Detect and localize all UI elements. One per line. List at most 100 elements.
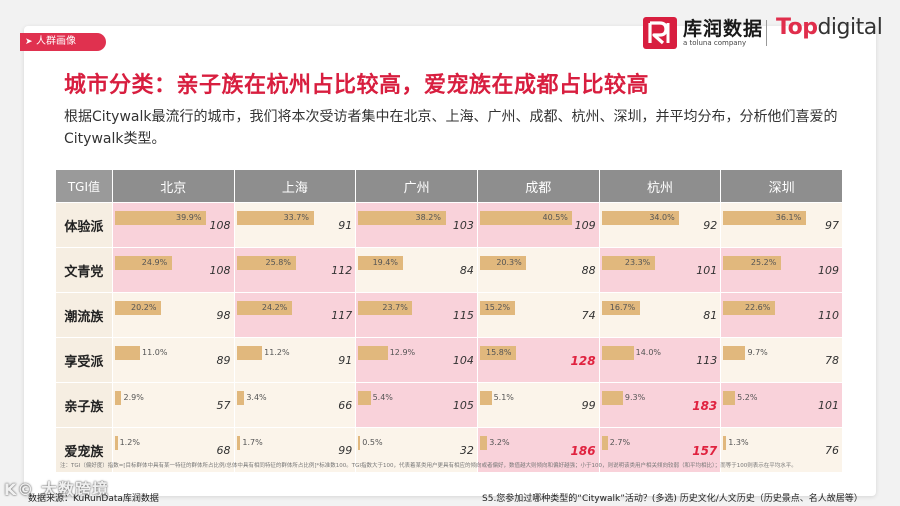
share-bar	[601, 256, 655, 270]
tgi-value: 74	[581, 309, 596, 322]
tgi-value: 101	[696, 264, 718, 277]
kurun-name: 库润数据	[683, 17, 764, 40]
share-bar	[358, 391, 371, 405]
table-cell: 12.9% 104	[356, 338, 477, 382]
table-cell: 3.4% 66	[234, 383, 356, 427]
table-cell: 11.2% 91	[234, 338, 356, 382]
share-bar	[358, 346, 388, 360]
tgi-value: 186	[570, 444, 596, 458]
table-cell: 20.3% 88	[477, 248, 599, 292]
table-cell: 0.5% 32	[356, 428, 477, 472]
table-row: 亲子族 2.9% 57 3.4% 66 5.4% 105 5.1% 99 9.3% 183 5.2% 1…	[56, 383, 842, 427]
table-cell: 2.7% 157	[599, 428, 721, 472]
share-label: 20.3%	[496, 258, 522, 267]
tgi-value: 81	[703, 309, 718, 322]
share-label: 12.9%	[389, 348, 416, 357]
share-bar	[723, 391, 736, 405]
share-bar	[114, 256, 172, 270]
share-bar	[479, 256, 527, 270]
share-bar	[601, 301, 640, 315]
share-bar	[358, 301, 413, 315]
share-bar	[236, 301, 292, 315]
tgi-value: 115	[452, 309, 474, 322]
share-bar	[723, 301, 775, 315]
share-bar	[358, 256, 403, 270]
table-cell: 5.4% 105	[356, 383, 477, 427]
data-source: 数据来源：KuRunData库润数据	[28, 494, 159, 504]
table-cell: 36.1% 97	[721, 203, 842, 247]
share-label: 5.2%	[737, 393, 758, 402]
table-cell: 24.9% 108	[112, 248, 234, 292]
share-bar	[114, 211, 207, 225]
share-label: 25.8%	[265, 258, 291, 267]
row-label: 亲子族	[56, 383, 112, 427]
tgi-value: 157	[692, 444, 718, 458]
table-row: 享受派 11.0% 89 11.2% 91 12.9% 104 15.8% 128 14.0% 11…	[56, 338, 842, 382]
share-label: 3.4%	[246, 393, 267, 402]
share-label: 20.2%	[131, 303, 157, 312]
share-label: 14.0%	[635, 348, 662, 357]
table-cell: 11.0% 89	[112, 338, 234, 382]
share-label: 34.0%	[649, 213, 675, 222]
table-cell: 22.6% 110	[721, 293, 842, 337]
share-label: 16.7%	[609, 303, 636, 312]
share-label: 15.8%	[486, 348, 512, 357]
share-bar	[236, 346, 263, 360]
table-cell: 14.0% 113	[599, 338, 721, 382]
city-header: 上海	[234, 170, 356, 202]
tgi-value: 101	[817, 399, 839, 412]
corner-label: TGI值	[56, 170, 112, 202]
share-bar	[114, 436, 118, 450]
share-label: 22.6%	[744, 303, 771, 312]
kurun-mark-icon	[643, 17, 677, 49]
share-label: 1.3%	[728, 438, 749, 447]
share-bar	[723, 256, 781, 270]
share-bar	[723, 211, 806, 225]
tgi-value: 108	[209, 264, 231, 277]
share-bar	[114, 346, 140, 360]
city-header: 广州	[356, 170, 477, 202]
tgi-value: 110	[817, 309, 839, 322]
tgi-value: 108	[209, 219, 231, 232]
table-cell: 19.4% 84	[356, 248, 477, 292]
table-cell: 34.0% 92	[599, 203, 721, 247]
tgi-value: 66	[338, 399, 353, 412]
table-cell: 9.3% 183	[599, 383, 721, 427]
table-cell: 15.2% 74	[477, 293, 599, 337]
tgi-value: 76	[824, 444, 839, 457]
share-bar	[236, 391, 245, 405]
table-cell: 2.9% 57	[112, 383, 234, 427]
share-label: 23.3%	[624, 258, 651, 267]
table-cell: 1.2% 68	[112, 428, 234, 472]
share-bar	[236, 436, 241, 450]
tgi-value: 117	[331, 309, 353, 322]
share-label: 0.5%	[362, 438, 383, 447]
share-label: 24.9%	[141, 258, 168, 267]
tgi-value: 109	[817, 264, 839, 277]
share-bar	[358, 436, 361, 450]
table-row: 文青党 24.9% 108 25.8% 112 19.4% 84 20.3% 88 23.3% 10…	[56, 248, 842, 292]
share-label: 2.7%	[609, 438, 631, 447]
table-cell: 9.7% 78	[721, 338, 842, 382]
share-bar	[358, 211, 446, 225]
table-cell: 39.9% 108	[112, 203, 234, 247]
watermark: K© 大数跨境	[4, 480, 109, 499]
tgi-value: 91	[338, 354, 353, 367]
tgi-value: 128	[570, 354, 596, 368]
city-header: 北京	[112, 170, 234, 202]
share-label: 1.2%	[119, 438, 140, 447]
table-cell: 23.3% 101	[599, 248, 721, 292]
tgi-value: 92	[703, 219, 718, 232]
tgi-value: 105	[452, 399, 474, 412]
table-row: 爱宠族 1.2% 68 1.7% 99 0.5% 32 3.2% 186 2.7% 157 1.3% 7…	[56, 428, 842, 472]
table-row: 潮流族 20.2% 98 24.2% 117 23.7% 115 15.2% 74 16.7% 81…	[56, 293, 842, 337]
share-bar	[479, 211, 573, 225]
tgi-value: 98	[216, 309, 231, 322]
kurun-sub: a toluna company	[683, 38, 747, 47]
table-cell: 25.8% 112	[234, 248, 356, 292]
topdigital-logo: Topdigital	[776, 15, 883, 40]
share-label: 38.2%	[415, 213, 441, 222]
tgi-value: 112	[331, 264, 353, 277]
share-label: 1.7%	[242, 438, 263, 447]
section-tag: ➤ 人群画像	[20, 33, 106, 51]
